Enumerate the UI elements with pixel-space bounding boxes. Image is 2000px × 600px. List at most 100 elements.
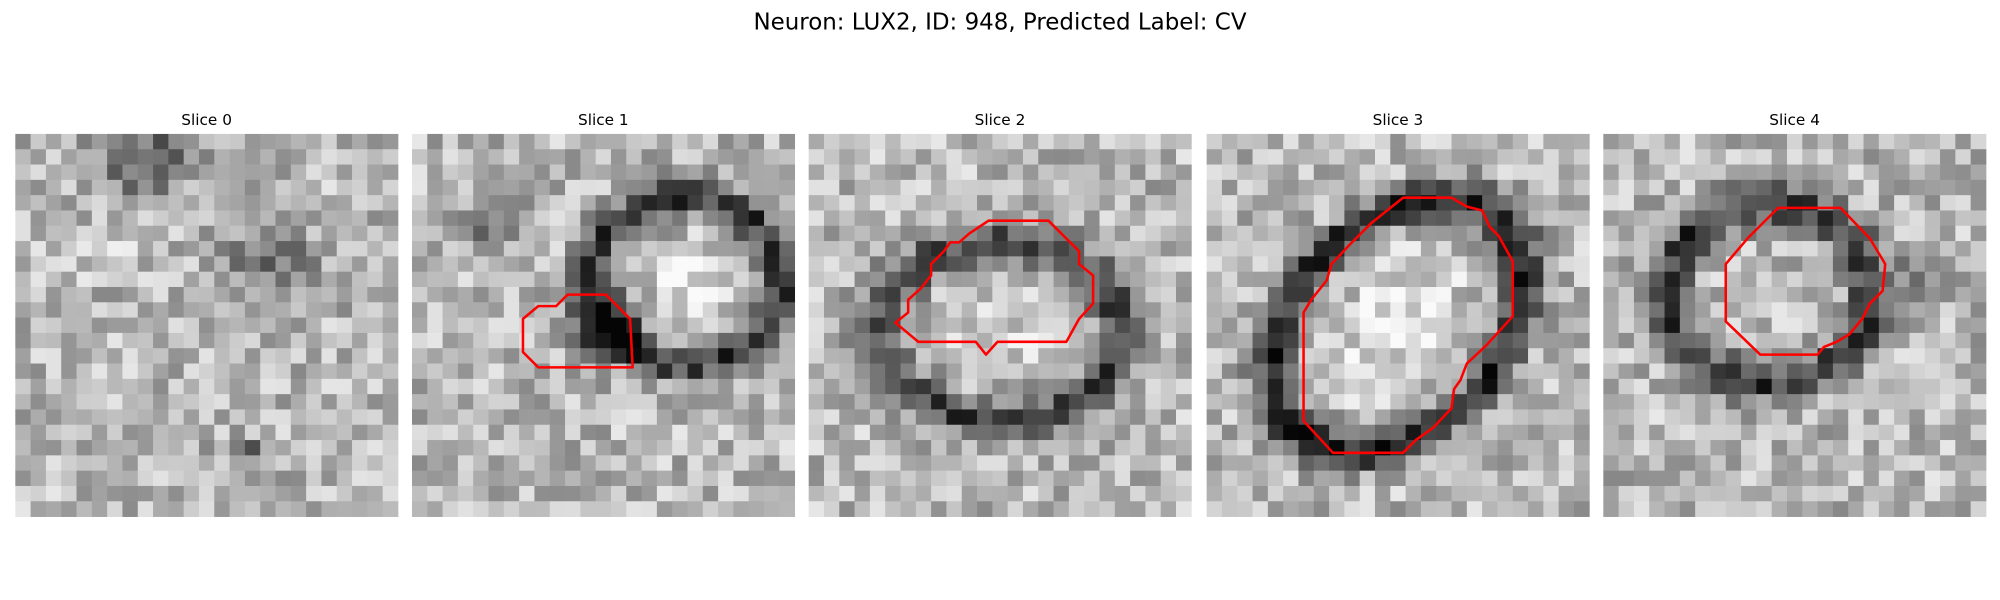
pixel bbox=[229, 470, 246, 487]
pixel bbox=[1022, 302, 1039, 318]
pixel bbox=[1497, 485, 1514, 502]
pixel bbox=[1283, 363, 1299, 380]
pixel bbox=[1894, 241, 1910, 257]
pixel bbox=[442, 424, 459, 441]
pixel bbox=[718, 286, 734, 303]
pixel bbox=[1022, 286, 1039, 303]
pixel bbox=[1863, 409, 1880, 426]
pixel bbox=[1633, 440, 1650, 456]
pixel bbox=[15, 501, 31, 517]
pixel bbox=[854, 210, 871, 227]
pixel bbox=[1786, 424, 1803, 441]
pixel bbox=[1344, 302, 1361, 318]
pixel bbox=[321, 241, 338, 257]
pixel bbox=[427, 348, 443, 364]
pixel bbox=[1053, 470, 1070, 487]
pixel bbox=[1528, 164, 1544, 181]
pixel bbox=[427, 394, 443, 410]
pixel bbox=[672, 455, 688, 472]
pixel bbox=[1909, 409, 1926, 426]
pixel bbox=[1725, 378, 1742, 395]
pixel bbox=[1176, 424, 1192, 441]
pixel bbox=[1130, 271, 1146, 288]
pixel bbox=[1145, 470, 1162, 487]
pixel bbox=[977, 286, 993, 303]
pixel bbox=[656, 485, 673, 502]
pixel bbox=[1068, 271, 1085, 288]
pixel bbox=[626, 195, 642, 211]
pixel bbox=[76, 470, 93, 487]
pixel bbox=[1176, 470, 1192, 487]
pixel bbox=[595, 470, 612, 487]
pixel bbox=[1420, 271, 1437, 288]
pixel bbox=[1252, 409, 1269, 426]
pixel bbox=[1863, 394, 1880, 410]
pixel bbox=[1741, 195, 1757, 211]
pixel bbox=[1633, 501, 1650, 517]
pixel bbox=[91, 149, 108, 165]
pixel bbox=[153, 363, 169, 380]
pixel bbox=[1466, 164, 1483, 181]
pixel bbox=[1436, 149, 1452, 165]
pixel bbox=[808, 271, 825, 288]
pixel bbox=[1955, 424, 1972, 441]
pixel bbox=[1359, 149, 1376, 165]
pixel bbox=[15, 241, 31, 257]
pixel bbox=[1664, 225, 1681, 242]
pixel bbox=[1970, 179, 1987, 196]
pixel bbox=[1068, 501, 1085, 517]
pixel bbox=[122, 348, 139, 364]
pixel bbox=[1176, 440, 1192, 456]
pixel bbox=[1114, 225, 1131, 242]
pixel bbox=[748, 317, 765, 334]
pixel bbox=[1817, 363, 1834, 380]
pixel bbox=[1206, 195, 1223, 211]
pixel bbox=[382, 149, 399, 165]
pixel bbox=[977, 409, 993, 426]
pixel bbox=[672, 485, 688, 502]
pixel bbox=[1756, 363, 1773, 380]
pixel bbox=[779, 363, 796, 380]
pixel bbox=[168, 195, 185, 211]
pixel bbox=[1848, 164, 1864, 181]
pixel bbox=[352, 394, 368, 410]
pixel bbox=[1618, 332, 1635, 349]
pixel bbox=[457, 149, 474, 165]
pixel bbox=[1022, 317, 1039, 334]
pixel bbox=[214, 225, 230, 242]
pixel bbox=[931, 271, 947, 288]
pixel bbox=[869, 286, 886, 303]
pixel bbox=[1848, 302, 1864, 318]
pixel bbox=[107, 424, 123, 441]
pixel bbox=[885, 409, 901, 426]
pixel bbox=[1741, 133, 1757, 150]
pixel bbox=[1970, 501, 1987, 517]
pixel bbox=[1894, 378, 1910, 395]
pixel bbox=[1909, 455, 1926, 472]
pixel bbox=[931, 470, 947, 487]
pixel bbox=[260, 332, 276, 349]
pixel bbox=[1466, 210, 1483, 227]
pixel bbox=[610, 241, 627, 257]
pixel bbox=[823, 317, 840, 334]
pixel bbox=[900, 348, 917, 364]
pixel bbox=[457, 164, 474, 181]
pixel bbox=[137, 394, 154, 410]
pixel bbox=[427, 455, 443, 472]
pixel bbox=[1176, 332, 1192, 349]
pixel bbox=[1603, 409, 1620, 426]
pixel bbox=[656, 348, 673, 364]
pixel bbox=[1038, 440, 1054, 456]
pixel bbox=[1664, 440, 1681, 456]
pixel bbox=[488, 424, 505, 441]
pixel bbox=[1970, 241, 1987, 257]
pixel bbox=[1237, 241, 1253, 257]
pixel bbox=[1710, 149, 1727, 165]
pixel bbox=[442, 317, 459, 334]
pixel bbox=[1970, 149, 1987, 165]
pixel bbox=[931, 210, 947, 227]
pixel bbox=[748, 501, 765, 517]
pixel bbox=[1145, 195, 1162, 211]
pixel bbox=[336, 302, 353, 318]
pixel bbox=[1741, 179, 1757, 196]
